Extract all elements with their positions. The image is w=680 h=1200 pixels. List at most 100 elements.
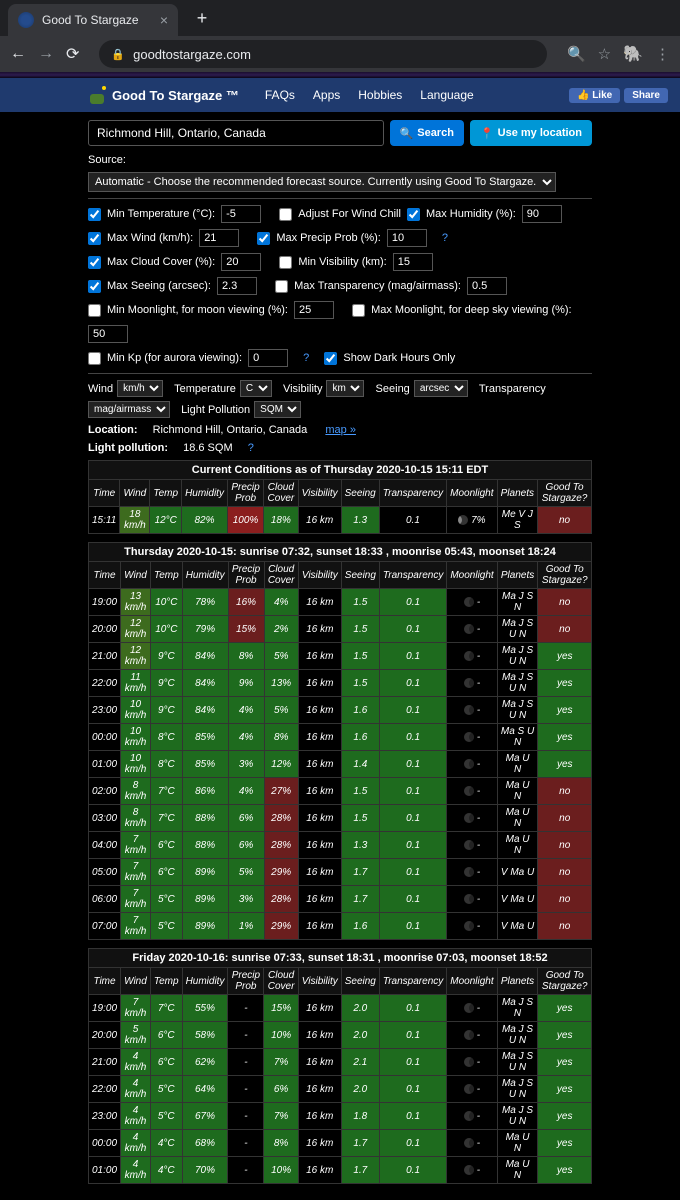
trans-unit-select[interactable]: mag/airmass <box>88 401 170 418</box>
max-cloud-check[interactable] <box>88 256 101 269</box>
vis-unit-select[interactable]: km <box>326 380 364 397</box>
brand-logo[interactable]: Good To Stargaze ™ <box>88 86 239 104</box>
forecast-row: 01:00 10 km/h 8°C 85% 3% 12% 16 km 1.4 0… <box>89 751 592 778</box>
fb-like-button[interactable]: 👍 Like <box>569 88 620 103</box>
units-row: Windkm/h TemperatureC Visibilitykm Seein… <box>88 380 592 418</box>
temp-unit-select[interactable]: C <box>240 380 272 397</box>
new-tab-button[interactable]: + <box>190 6 214 30</box>
lp-unit-select[interactable]: SQM <box>254 401 301 418</box>
day1-table: Thursday 2020-10-15: sunrise 07:32, suns… <box>88 542 592 940</box>
day2-title: Friday 2020-10-16: sunrise 07:33, sunset… <box>89 949 592 968</box>
col-header: Seeing <box>341 480 379 507</box>
forecast-row: 04:00 7 km/h 6°C 88% 6% 28% 16 km 1.3 0.… <box>89 832 592 859</box>
help-icon[interactable]: ? <box>442 232 448 244</box>
current-title: Current Conditions as of Thursday 2020-1… <box>89 461 592 480</box>
close-tab-icon[interactable]: × <box>160 12 168 28</box>
search-icon[interactable]: 🔍 <box>567 45 586 63</box>
min-temp-input[interactable] <box>221 205 261 223</box>
forecast-row: 21:00 12 km/h 9°C 84% 8% 5% 16 km 1.5 0.… <box>89 643 592 670</box>
col-header: Seeing <box>341 562 379 589</box>
forecast-row: 05:00 7 km/h 6°C 89% 5% 29% 16 km 1.7 0.… <box>89 859 592 886</box>
col-header: Planets <box>497 562 538 589</box>
nav-faqs[interactable]: FAQs <box>265 88 295 102</box>
min-vis-input[interactable] <box>393 253 433 271</box>
address-bar[interactable]: 🔒 goodtostargaze.com <box>99 40 547 68</box>
search-button[interactable]: 🔍 Search <box>390 120 464 146</box>
site-navbar: Good To Stargaze ™ FAQs Apps Hobbies Lan… <box>0 78 680 112</box>
min-vis-check[interactable] <box>279 256 292 269</box>
wind-chill-check[interactable] <box>279 208 292 221</box>
col-header: Precip Prob <box>228 562 264 589</box>
max-moon-input[interactable] <box>88 325 128 343</box>
max-hum-input[interactable] <box>522 205 562 223</box>
forecast-row: 00:00 4 km/h 4°C 68% - 8% 16 km 1.7 0.1 … <box>89 1130 592 1157</box>
max-trans-input[interactable] <box>467 277 507 295</box>
col-header: Wind <box>120 480 150 507</box>
col-header: Wind <box>121 562 151 589</box>
col-header: Time <box>89 562 121 589</box>
min-moon-input[interactable] <box>294 301 334 319</box>
favicon <box>18 12 34 28</box>
dark-hours-check[interactable] <box>324 352 337 365</box>
col-header: Temp <box>150 968 182 995</box>
col-header: Temp <box>150 480 182 507</box>
reload-icon[interactable]: ⟳ <box>66 44 79 64</box>
seeing-unit-select[interactable]: arcsec <box>414 380 468 397</box>
use-location-button[interactable]: 📍 Use my location <box>470 120 592 146</box>
col-header: Humidity <box>182 968 228 995</box>
min-kp-check[interactable] <box>88 352 101 365</box>
back-icon[interactable]: ← <box>10 45 26 63</box>
forecast-row: 23:00 10 km/h 9°C 84% 4% 5% 16 km 1.6 0.… <box>89 697 592 724</box>
forecast-row: 20:00 12 km/h 10°C 79% 15% 2% 16 km 1.5 … <box>89 616 592 643</box>
help-icon[interactable]: ? <box>248 442 254 454</box>
forecast-row: 22:00 11 km/h 9°C 84% 9% 13% 16 km 1.5 0… <box>89 670 592 697</box>
col-header: Cloud Cover <box>264 968 298 995</box>
fb-share-button[interactable]: Share <box>624 88 668 103</box>
brand-text: Good To Stargaze ™ <box>112 88 239 103</box>
forecast-row: 21:00 4 km/h 6°C 62% - 7% 16 km 2.1 0.1 … <box>89 1049 592 1076</box>
telescope-icon <box>88 86 106 104</box>
max-seeing-input[interactable] <box>217 277 257 295</box>
forecast-row: 23:00 4 km/h 5°C 67% - 7% 16 km 1.8 0.1 … <box>89 1103 592 1130</box>
col-header: Seeing <box>341 968 379 995</box>
max-trans-check[interactable] <box>275 280 288 293</box>
col-header: Moonlight <box>447 968 497 995</box>
col-header: Temp <box>151 562 183 589</box>
max-wind-input[interactable] <box>199 229 239 247</box>
min-moon-check[interactable] <box>88 304 101 317</box>
forecast-row: 07:00 7 km/h 5°C 89% 1% 29% 16 km 1.6 0.… <box>89 913 592 940</box>
forward-icon[interactable]: → <box>38 45 54 63</box>
evernote-icon[interactable]: 🐘 <box>623 44 643 64</box>
browser-tab[interactable]: Good To Stargaze × <box>8 4 178 36</box>
source-select[interactable]: Automatic - Choose the recommended forec… <box>88 172 556 192</box>
nav-apps[interactable]: Apps <box>313 88 340 102</box>
source-label: Source: <box>88 154 126 166</box>
nav-hobbies[interactable]: Hobbies <box>358 88 402 102</box>
max-wind-check[interactable] <box>88 232 101 245</box>
help-icon[interactable]: ? <box>303 352 309 364</box>
wind-unit-select[interactable]: km/h <box>117 380 163 397</box>
col-header: Time <box>89 968 121 995</box>
forecast-row: 22:00 4 km/h 5°C 64% - 6% 16 km 2.0 0.1 … <box>89 1076 592 1103</box>
max-precip-input[interactable] <box>387 229 427 247</box>
max-hum-check[interactable] <box>407 208 420 221</box>
col-header: Humidity <box>182 480 228 507</box>
star-icon[interactable]: ☆ <box>598 45 611 63</box>
min-kp-input[interactable] <box>248 349 288 367</box>
menu-icon[interactable]: ⋮ <box>655 45 670 63</box>
forecast-row: 06:00 7 km/h 5°C 89% 3% 28% 16 km 1.7 0.… <box>89 886 592 913</box>
max-precip-check[interactable] <box>257 232 270 245</box>
max-seeing-check[interactable] <box>88 280 101 293</box>
nav-language[interactable]: Language <box>420 88 473 102</box>
forecast-row: 03:00 8 km/h 7°C 88% 6% 28% 16 km 1.5 0.… <box>89 805 592 832</box>
col-header: Visibility <box>298 562 341 589</box>
col-header: Visibility <box>298 968 341 995</box>
max-moon-check[interactable] <box>352 304 365 317</box>
browser-tabstrip: Good To Stargaze × + <box>0 0 680 36</box>
map-link[interactable]: map » <box>325 424 356 436</box>
location-input[interactable] <box>88 120 384 146</box>
max-cloud-input[interactable] <box>221 253 261 271</box>
col-header: Moonlight <box>447 480 497 507</box>
col-header: Time <box>89 480 120 507</box>
min-temp-check[interactable] <box>88 208 101 221</box>
